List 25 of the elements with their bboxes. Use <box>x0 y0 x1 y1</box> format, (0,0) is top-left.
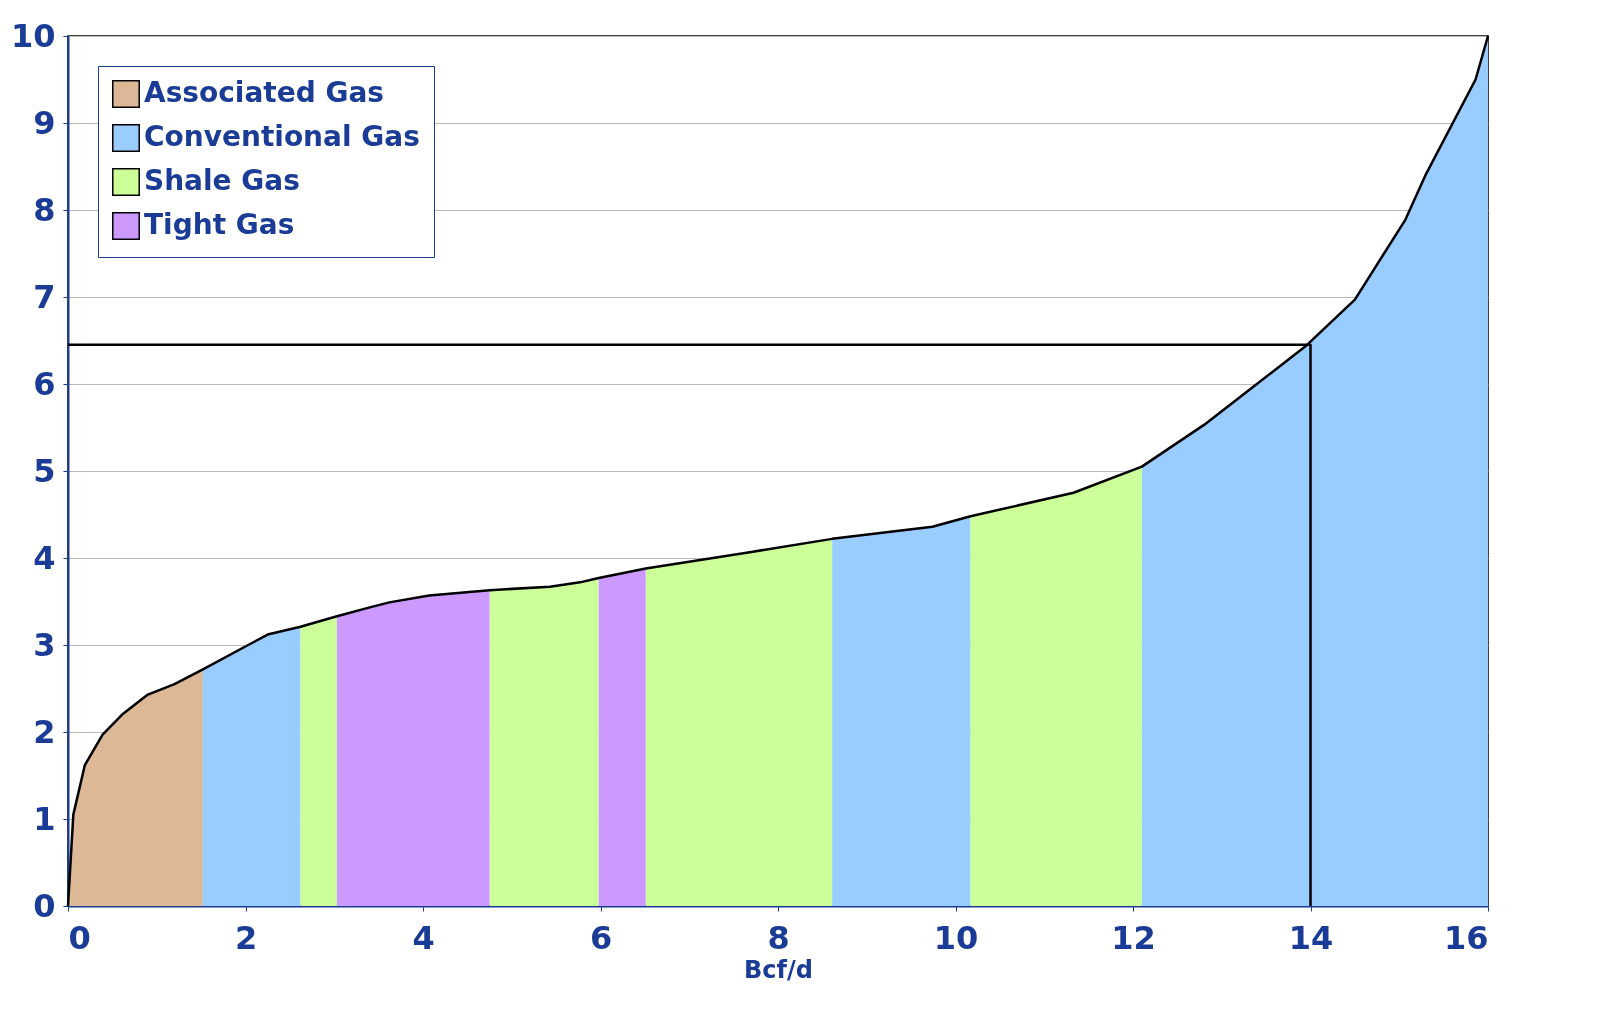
x-tick-label: 4 <box>412 918 435 957</box>
legend-label: Shale Gas <box>144 164 300 197</box>
x-tick-label: 16 <box>1443 918 1489 957</box>
x-tick-label: 6 <box>589 918 613 957</box>
x-tick-label: 10 <box>933 918 979 957</box>
y-tick-label: 10 <box>10 16 56 55</box>
x-tick-label: 14 <box>1288 918 1334 957</box>
x-tick-label: 8 <box>767 918 790 957</box>
x-axis-title: Bcf/d <box>744 955 813 984</box>
y-tick-label: 4 <box>33 538 56 577</box>
y-tick-label: 8 <box>33 190 56 229</box>
legend-label: Associated Gas <box>144 76 385 109</box>
y-tick-label: 6 <box>33 364 56 403</box>
x-tick-label: 12 <box>1111 918 1156 957</box>
legend-label: Conventional Gas <box>144 120 420 153</box>
y-tick-label: 7 <box>33 277 56 316</box>
y-tick-label: 5 <box>33 451 56 490</box>
legend-label: Tight Gas <box>144 208 295 241</box>
y-tick-label: 3 <box>33 625 56 664</box>
x-tick-label: 2 <box>234 918 258 957</box>
x-tick-label: 0 <box>68 918 91 957</box>
y-tick-label: 2 <box>33 712 56 751</box>
y-tick-label: 9 <box>33 103 56 142</box>
y-tick-label: 0 <box>33 886 56 925</box>
y-tick-label: 1 <box>33 799 56 838</box>
